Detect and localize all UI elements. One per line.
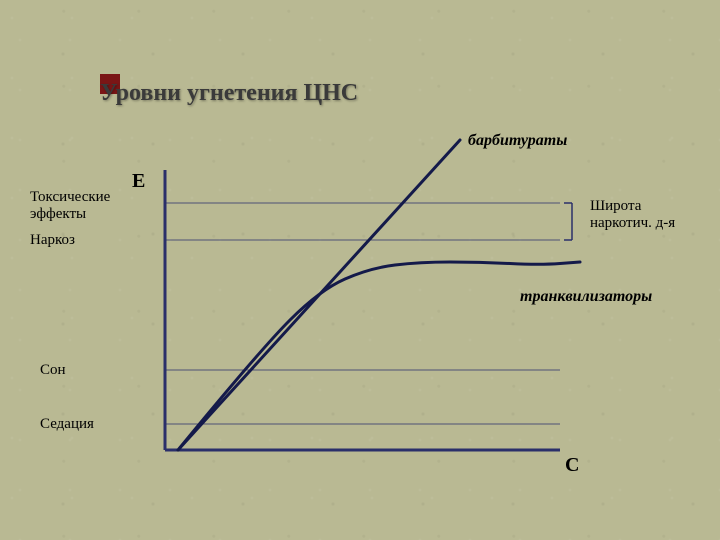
y-level-sleep: Сон: [40, 362, 66, 379]
cns-depression-chart: [0, 0, 720, 540]
series-label-tranquilizers: транквилизаторы: [520, 288, 652, 306]
series-label-barbiturates: барбитураты: [468, 132, 567, 150]
y-level-sedation: Седация: [40, 416, 94, 433]
therapeutic-range-label: Широта наркотич. д-я: [590, 198, 675, 232]
y-level-anesthesia: Наркоз: [30, 232, 75, 249]
x-axis-label: С: [565, 454, 579, 477]
y-level-toxic: Токсические эффекты: [30, 189, 110, 223]
y-axis-label: Е: [132, 170, 145, 193]
